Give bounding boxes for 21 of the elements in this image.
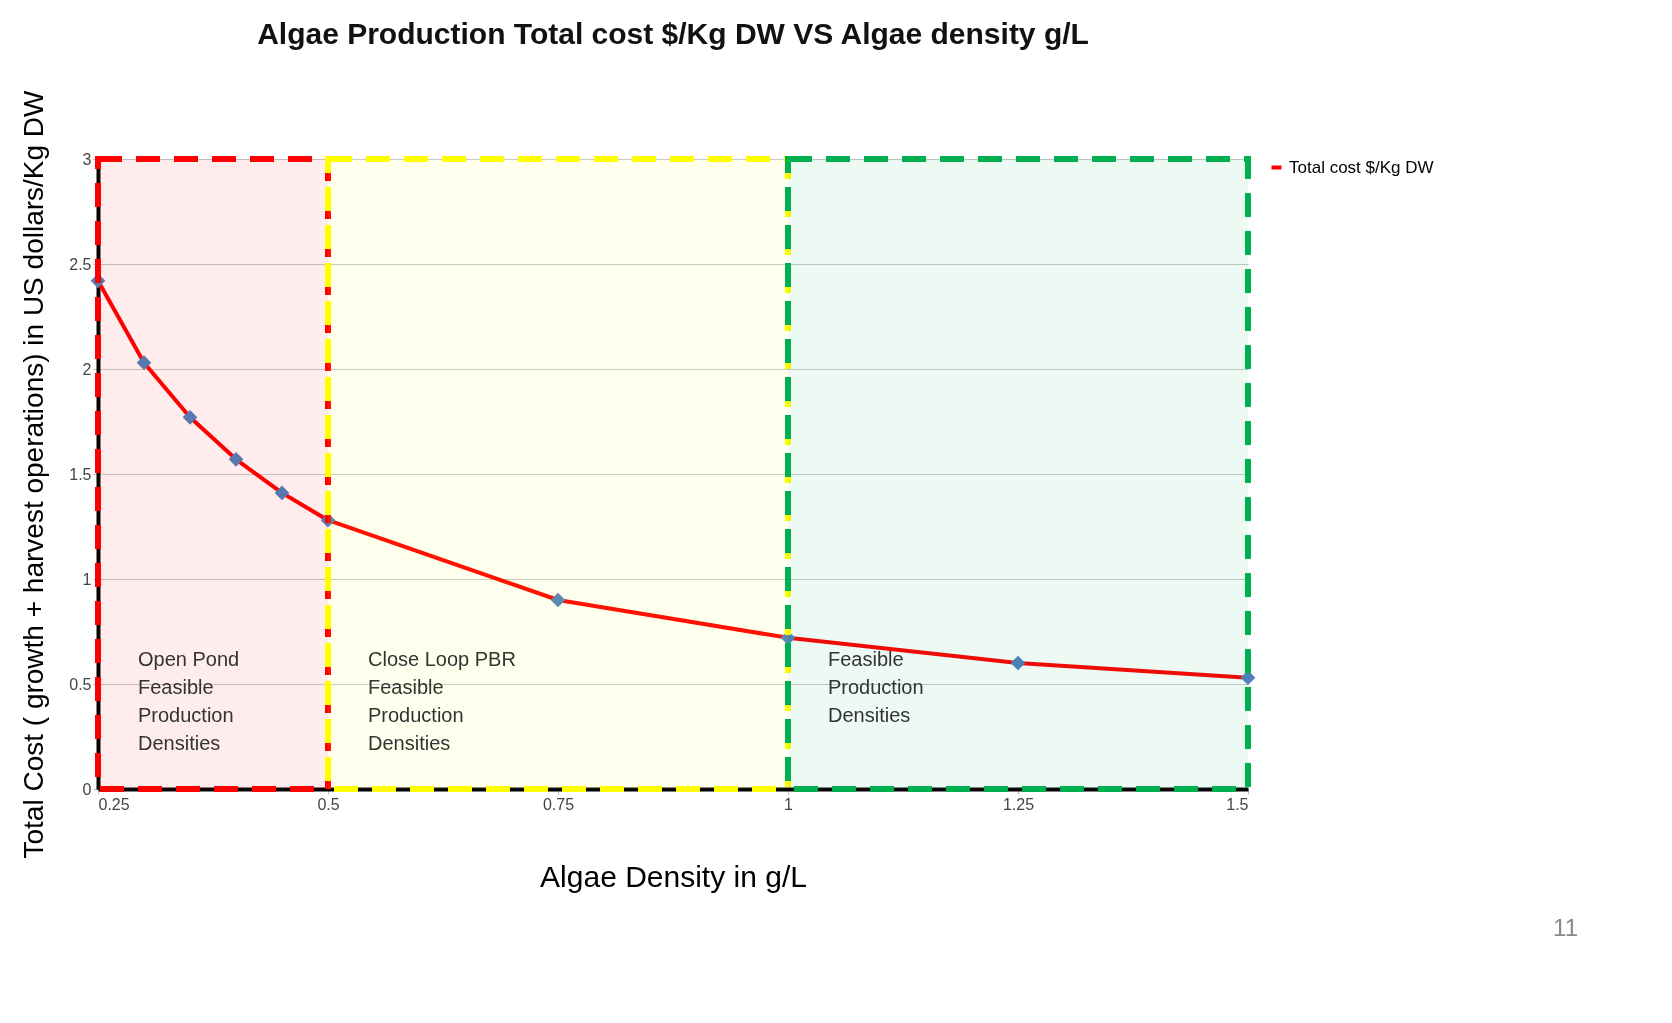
x-axis-title: Algae Density in g/L: [540, 859, 807, 893]
x-tick-label: 1: [784, 795, 794, 813]
y-tick-label: 1.5: [69, 465, 92, 483]
band-label: Open Pond Feasible Production Densities: [138, 648, 240, 755]
text: 11: [1553, 914, 1578, 941]
band-label: Feasible Production Densities: [828, 648, 924, 727]
y-tick-label: 3: [82, 150, 92, 168]
y-tick-label: 0: [82, 780, 92, 798]
y-tick-label: 1: [82, 570, 92, 588]
band-label: Close Loop PBR Feasible Production Densities: [368, 648, 516, 755]
y-tick-label: 0.5: [69, 675, 92, 693]
x-tick-label: 1.5: [1226, 795, 1249, 813]
x-tick-label: 0.75: [542, 795, 575, 813]
y-tick-label: 2.5: [69, 255, 92, 273]
x-tick-label: 1.25: [1002, 795, 1035, 813]
x-tick-label: 0.5: [317, 795, 340, 813]
y-axis-title: Total Cost ( growth + harvest operations) in US dollars/Kg DW: [18, 89, 50, 859]
legend-label: Total cost $/Kg DW: [1289, 157, 1434, 177]
y-tick-label: 2: [82, 360, 92, 378]
chart-title: Algae Production Total cost $/Kg DW VS Algae density g/L: [257, 17, 1089, 51]
x-tick-label: 0.25: [98, 795, 130, 813]
